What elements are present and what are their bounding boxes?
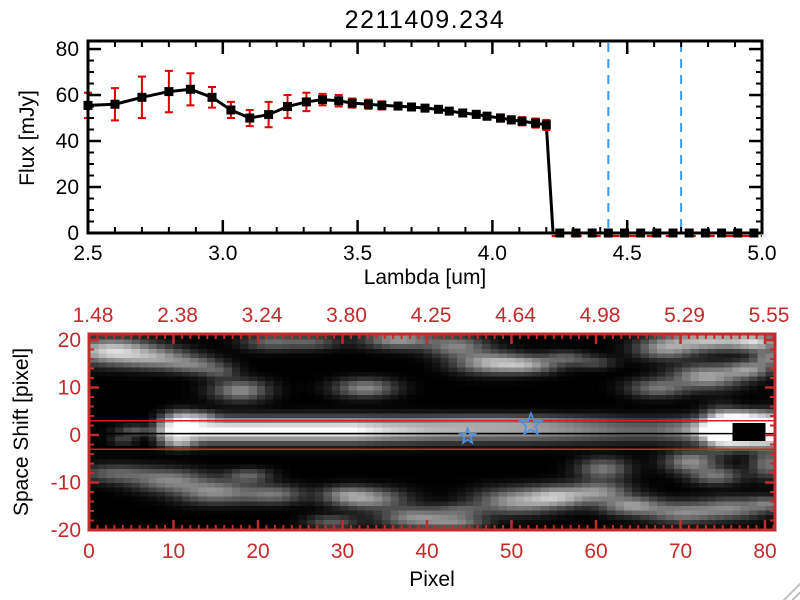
map-x-tick-label: 50 — [500, 540, 523, 563]
data-point-marker — [283, 102, 293, 112]
x-tick-label: 3.0 — [208, 242, 237, 265]
data-point-marker — [471, 109, 481, 119]
data-point-marker — [482, 111, 492, 121]
y-tick-label: 40 — [56, 130, 79, 153]
data-point-marker — [433, 104, 443, 114]
x-tick-label: 4.0 — [478, 242, 507, 265]
map-x-tick-label: 0 — [83, 540, 95, 563]
data-point-marker — [318, 95, 328, 105]
map-x-tick-label: 70 — [669, 540, 692, 563]
wavelength-tick-label: 3.24 — [242, 304, 283, 327]
data-point-marker — [377, 100, 387, 110]
spectrum-x-axis-label: Lambda [um] — [363, 266, 487, 289]
x-tick-label: 4.5 — [613, 242, 642, 265]
data-point-marker — [301, 97, 311, 107]
data-point-marker — [517, 116, 527, 126]
x-tick-label: 5.0 — [747, 242, 776, 265]
map-y-tick-label: 20 — [58, 329, 81, 352]
data-point-marker — [226, 105, 236, 115]
wavelength-tick-label: 5.55 — [749, 304, 790, 327]
data-point-marker — [541, 120, 551, 130]
star-marker — [457, 426, 478, 445]
map-x-tick-label: 60 — [584, 540, 607, 563]
data-point-marker — [110, 99, 120, 109]
map-x-tick-label: 40 — [415, 540, 438, 563]
data-point-marker — [495, 113, 505, 123]
data-point-marker — [444, 106, 454, 116]
map-x-tick-label: 30 — [331, 540, 354, 563]
y-tick-label: 60 — [56, 84, 79, 107]
data-point-marker — [334, 96, 344, 106]
data-point-marker — [407, 102, 417, 112]
map-y-tick-label: 10 — [58, 377, 81, 400]
y-tick-label: 20 — [56, 176, 79, 199]
data-point-marker — [393, 101, 403, 111]
wavelength-tick-label: 4.98 — [580, 304, 621, 327]
map-y-axis-label: Space Shift [pixel] — [10, 347, 33, 517]
data-point-marker — [264, 110, 274, 120]
map-y-tick-label: -20 — [51, 519, 81, 542]
data-point-marker — [363, 99, 373, 109]
map-x-tick-label: 20 — [246, 540, 269, 563]
map-x-tick-label: 10 — [162, 540, 185, 563]
spatial-map-image — [90, 335, 774, 529]
wavelength-tick-label: 5.29 — [664, 304, 705, 327]
x-tick-label: 3.5 — [343, 242, 372, 265]
data-point-marker — [185, 84, 195, 94]
map-x-axis-label: Pixel — [409, 568, 455, 591]
data-point-marker — [506, 115, 516, 125]
data-point-marker — [245, 113, 255, 123]
map-axis-box — [87, 332, 777, 532]
data-point-marker — [420, 103, 430, 113]
data-point-marker — [207, 92, 217, 102]
data-point-marker — [137, 92, 147, 102]
wavelength-tick-label: 4.64 — [495, 304, 536, 327]
data-point-marker — [531, 118, 541, 128]
map-y-tick-label: 0 — [69, 424, 81, 447]
y-tick-label: 0 — [67, 222, 79, 245]
wavelength-tick-label: 2.38 — [157, 304, 198, 327]
wavelength-tick-label: 4.25 — [411, 304, 452, 327]
map-y-tick-label: -10 — [51, 472, 81, 495]
star-marker — [517, 410, 545, 436]
wavelength-tick-label: 1.48 — [73, 304, 114, 327]
data-point-marker — [347, 98, 357, 108]
spectrum-title: 2211409.234 — [344, 6, 506, 34]
data-point-marker — [458, 108, 468, 118]
wavelength-tick-label: 3.80 — [326, 304, 367, 327]
map-x-tick-label: 80 — [753, 540, 776, 563]
x-tick-label: 2.5 — [73, 242, 102, 265]
y-tick-label: 80 — [56, 38, 79, 61]
data-point-marker — [164, 87, 174, 97]
spectrum-y-axis-label: Flux [mJy] — [16, 90, 39, 186]
